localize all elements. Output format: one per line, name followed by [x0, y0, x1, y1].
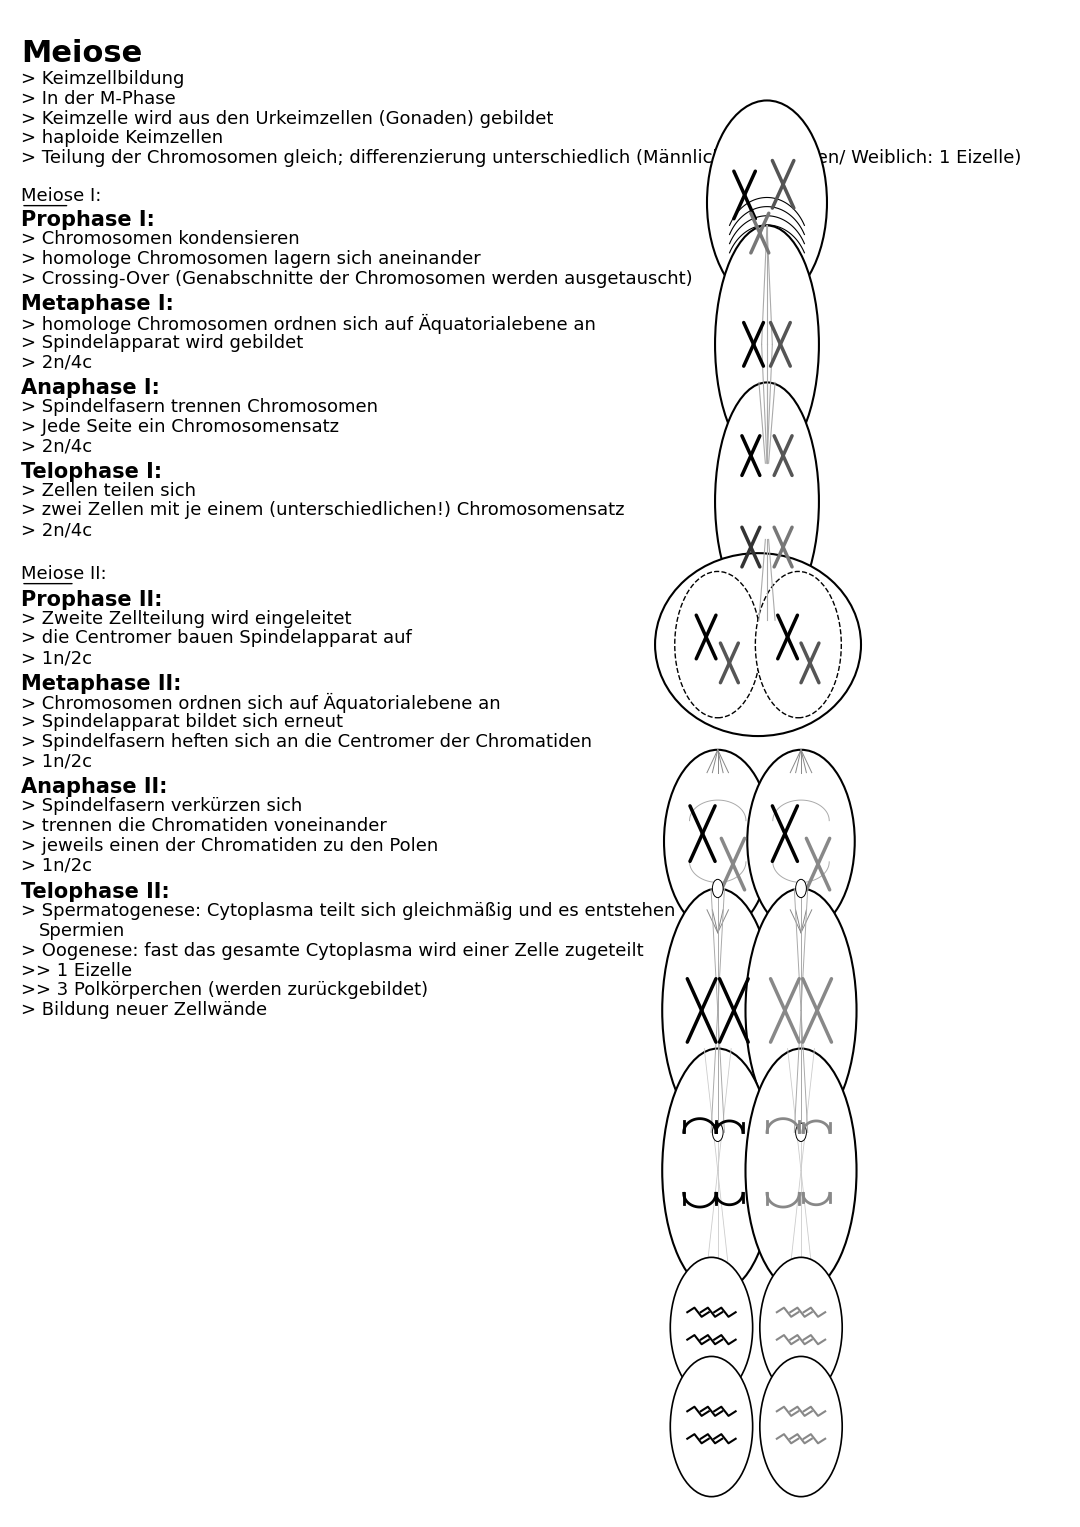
Text: >> 3 Polkörperchen (werden zurückgebildet): >> 3 Polkörperchen (werden zurückgebilde…: [22, 982, 428, 1000]
Text: > homologe Chromosomen lagern sich aneinander: > homologe Chromosomen lagern sich anein…: [22, 250, 481, 267]
Text: > 1n/2c: > 1n/2c: [22, 649, 92, 667]
Text: > zwei Zellen mit je einem (unterschiedlichen!) Chromosomensatz: > zwei Zellen mit je einem (unterschiedl…: [22, 501, 624, 519]
Text: > jeweils einen der Chromatiden zu den Polen: > jeweils einen der Chromatiden zu den P…: [22, 837, 438, 855]
Text: > Chromosomen kondensieren: > Chromosomen kondensieren: [22, 231, 300, 247]
Ellipse shape: [656, 553, 861, 736]
Text: > Zellen teilen sich: > Zellen teilen sich: [22, 481, 197, 499]
Text: Prophase II:: Prophase II:: [22, 589, 163, 609]
Text: > Keimzellbildung: > Keimzellbildung: [22, 70, 185, 89]
Text: Telophase II:: Telophase II:: [22, 883, 170, 902]
Text: > 2n/4c: > 2n/4c: [22, 353, 92, 371]
Text: Meiose II:: Meiose II:: [22, 565, 107, 583]
Text: > Teilung der Chromosomen gleich; differenzierung unterschiedlich (Männlich: 4 S: > Teilung der Chromosomen gleich; differ…: [22, 150, 1022, 168]
Text: > Spermatogenese: Cytoplasma teilt sich gleichmäßig und es entstehen vier: > Spermatogenese: Cytoplasma teilt sich …: [22, 902, 716, 921]
Text: Metaphase II:: Metaphase II:: [22, 673, 181, 693]
Text: > Spindelapparat wird gebildet: > Spindelapparat wird gebildet: [22, 334, 303, 351]
Text: Metaphase I:: Metaphase I:: [22, 295, 174, 315]
Text: > Spindelapparat bildet sich erneut: > Spindelapparat bildet sich erneut: [22, 713, 343, 731]
Text: > 2n/4c: > 2n/4c: [22, 437, 92, 455]
Text: > Zweite Zellteilung wird eingeleitet: > Zweite Zellteilung wird eingeleitet: [22, 609, 352, 628]
Text: > Crossing-Over (Genabschnitte der Chromosomen werden ausgetauscht): > Crossing-Over (Genabschnitte der Chrom…: [22, 270, 692, 287]
Text: > die Centromer bauen Spindelapparat auf: > die Centromer bauen Spindelapparat auf: [22, 629, 411, 647]
Circle shape: [796, 1124, 807, 1142]
Text: >> 1 Eizelle: >> 1 Eizelle: [22, 962, 132, 980]
Text: Anaphase I:: Anaphase I:: [22, 377, 160, 399]
Text: > Bildung neuer Zellwände: > Bildung neuer Zellwände: [22, 1002, 267, 1020]
Text: Telophase I:: Telophase I:: [22, 461, 162, 481]
Text: > trennen die Chromatiden voneinander: > trennen die Chromatiden voneinander: [22, 817, 387, 835]
Ellipse shape: [745, 889, 856, 1133]
Circle shape: [760, 1356, 842, 1496]
Text: > Jede Seite ein Chromosomensatz: > Jede Seite ein Chromosomensatz: [22, 417, 339, 435]
Circle shape: [671, 1257, 753, 1397]
Circle shape: [747, 750, 854, 933]
Circle shape: [713, 880, 724, 898]
Text: Prophase I:: Prophase I:: [22, 211, 154, 231]
Circle shape: [760, 1257, 842, 1397]
Text: Anaphase II:: Anaphase II:: [22, 777, 167, 797]
Circle shape: [671, 1356, 753, 1496]
Text: > homologe Chromosomen ordnen sich auf Äquatorialebene an: > homologe Chromosomen ordnen sich auf Ä…: [22, 315, 596, 334]
Text: > 1n/2c: > 1n/2c: [22, 753, 92, 771]
Text: Meiose I:: Meiose I:: [22, 188, 102, 205]
Text: Spermien: Spermien: [39, 922, 125, 941]
Circle shape: [664, 750, 771, 933]
Circle shape: [713, 1124, 724, 1142]
Circle shape: [796, 880, 807, 898]
Text: > Chromosomen ordnen sich auf Äquatorialebene an: > Chromosomen ordnen sich auf Äquatorial…: [22, 693, 501, 713]
Ellipse shape: [662, 1049, 773, 1292]
Text: > 1n/2c: > 1n/2c: [22, 857, 92, 875]
Text: Meiose: Meiose: [22, 40, 143, 69]
Text: > 2n/4c: > 2n/4c: [22, 521, 92, 539]
Ellipse shape: [662, 889, 773, 1133]
Circle shape: [707, 101, 827, 305]
Text: > Oogenese: fast das gesamte Cytoplasma wird einer Zelle zugeteilt: > Oogenese: fast das gesamte Cytoplasma …: [22, 942, 644, 960]
Text: > Spindelfasern trennen Chromosomen: > Spindelfasern trennen Chromosomen: [22, 397, 378, 415]
Ellipse shape: [715, 382, 819, 620]
Circle shape: [755, 571, 841, 718]
Ellipse shape: [715, 226, 819, 463]
Text: > haploide Keimzellen: > haploide Keimzellen: [22, 130, 224, 148]
Ellipse shape: [745, 1049, 856, 1292]
Text: > In der M-Phase: > In der M-Phase: [22, 90, 176, 108]
Text: > Spindelfasern heften sich an die Centromer der Chromatiden: > Spindelfasern heften sich an die Centr…: [22, 733, 592, 751]
Text: > Keimzelle wird aus den Urkeimzellen (Gonaden) gebildet: > Keimzelle wird aus den Urkeimzellen (G…: [22, 110, 553, 128]
Text: > Spindelfasern verkürzen sich: > Spindelfasern verkürzen sich: [22, 797, 302, 815]
Circle shape: [675, 571, 760, 718]
